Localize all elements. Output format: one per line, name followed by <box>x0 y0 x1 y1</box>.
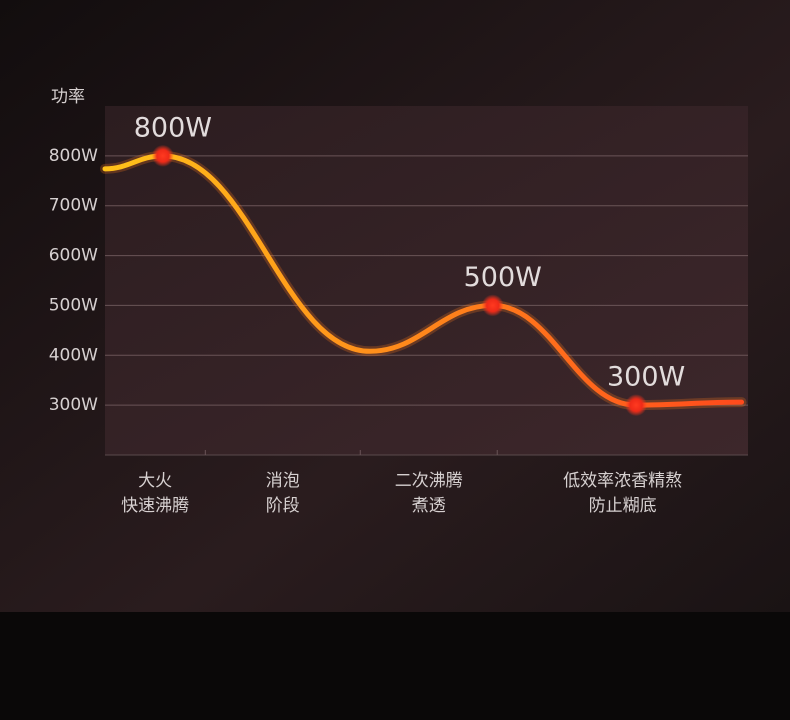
x-tick-label: 快速沸腾 <box>121 496 189 516</box>
x-tick-label: 低效率浓香精熬 <box>563 470 682 491</box>
point <box>151 144 174 167</box>
y-tick-label: 400W <box>49 345 98 365</box>
y-axis-title: 功率 <box>51 87 85 107</box>
x-tick-label: 煮透 <box>412 496 446 516</box>
x-tick-label: 防止糊底 <box>589 496 657 516</box>
data-label: 800W <box>134 112 212 143</box>
x-tick-label: 阶段 <box>266 496 300 516</box>
y-tick-label: 800W <box>49 146 98 166</box>
x-tick-label: 消泡 <box>266 471 300 491</box>
data-label: 300W <box>607 362 685 393</box>
x-tick-label: 大火 <box>138 471 172 491</box>
y-tick-label: 700W <box>49 196 98 216</box>
y-tick-label: 500W <box>49 295 98 315</box>
point <box>625 394 648 417</box>
y-tick-label: 600W <box>49 246 98 266</box>
x-tick-label: 二次沸腾 <box>395 471 463 491</box>
y-tick-label: 300W <box>49 395 98 415</box>
point <box>481 294 504 317</box>
data-label: 500W <box>464 262 542 293</box>
